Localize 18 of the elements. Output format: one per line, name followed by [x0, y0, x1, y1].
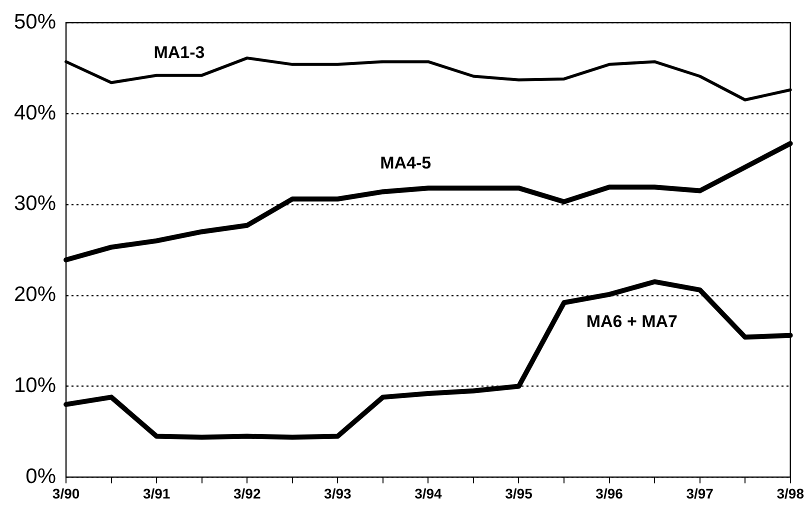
x-tick-label: 3/91: [142, 485, 170, 502]
y-tick-label: 10%: [14, 374, 56, 398]
y-tick-label: 30%: [14, 192, 56, 216]
x-tick-label: 3/95: [505, 485, 533, 502]
series-label: MA6 + MA7: [586, 312, 678, 331]
y-tick-label: 40%: [14, 101, 56, 124]
y-tick-label: 20%: [14, 283, 56, 306]
x-tick-label: 3/94: [414, 485, 442, 502]
x-tick-label: 3/92: [233, 485, 261, 502]
x-tick-label: 3/93: [324, 485, 352, 502]
y-tick-label: 50%: [14, 10, 56, 34]
series-label: MA1-3: [154, 43, 205, 62]
x-tick-label: 3/90: [52, 485, 80, 502]
x-tick-label: 3/98: [776, 485, 804, 502]
y-tick-label: 0%: [26, 464, 56, 488]
x-tick-label: 3/97: [686, 485, 714, 502]
x-tick-label: 3/96: [596, 485, 624, 502]
series-label: MA4-5: [380, 154, 432, 173]
